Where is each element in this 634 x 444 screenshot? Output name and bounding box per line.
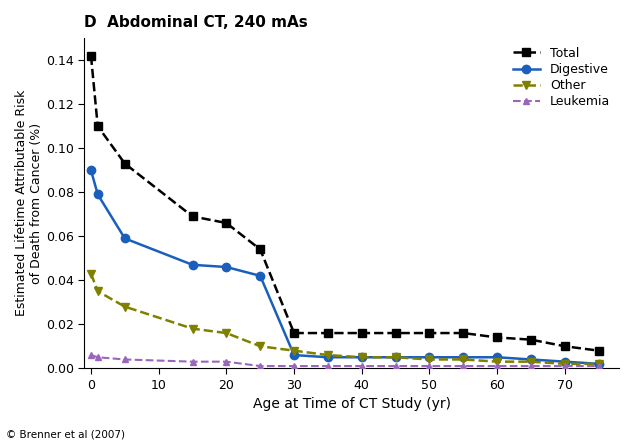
Leukemia	[358, 363, 366, 369]
Digestive	[290, 353, 298, 358]
Leukemia	[392, 363, 399, 369]
Total	[527, 337, 535, 342]
Other	[392, 355, 399, 360]
Other	[223, 330, 230, 336]
Digestive	[324, 355, 332, 360]
Total	[561, 344, 569, 349]
Total	[425, 330, 433, 336]
Digestive	[493, 355, 501, 360]
Total	[256, 247, 264, 252]
Total	[392, 330, 399, 336]
Line: Leukemia: Leukemia	[87, 352, 602, 369]
Digestive	[256, 273, 264, 278]
Y-axis label: Estimated Lifetime Attributable Risk
of Death from Cancer (%): Estimated Lifetime Attributable Risk of …	[15, 90, 43, 317]
Digestive	[392, 355, 399, 360]
Digestive	[189, 262, 197, 267]
Total	[493, 335, 501, 340]
Text: D  Abdominal CT, 240 mAs: D Abdominal CT, 240 mAs	[84, 15, 308, 30]
Total	[87, 53, 94, 58]
Other	[527, 359, 535, 365]
Digestive	[87, 167, 94, 173]
Leukemia	[121, 357, 129, 362]
Text: © Brenner et al (2007): © Brenner et al (2007)	[6, 429, 126, 440]
Digestive	[561, 359, 569, 365]
Leukemia	[256, 363, 264, 369]
Other	[94, 289, 101, 294]
Other	[324, 353, 332, 358]
Line: Other: Other	[87, 270, 603, 368]
Digestive	[121, 236, 129, 241]
Leukemia	[561, 363, 569, 369]
Other	[87, 271, 94, 276]
Total	[189, 214, 197, 219]
Leukemia	[324, 363, 332, 369]
Total	[223, 220, 230, 226]
Leukemia	[290, 363, 298, 369]
Other	[121, 304, 129, 309]
Digestive	[527, 357, 535, 362]
Leukemia	[425, 363, 433, 369]
Leukemia	[189, 359, 197, 365]
Line: Digestive: Digestive	[87, 166, 603, 368]
Total	[290, 330, 298, 336]
Total	[358, 330, 366, 336]
Total	[324, 330, 332, 336]
Leukemia	[223, 359, 230, 365]
Other	[256, 344, 264, 349]
Digestive	[94, 192, 101, 197]
Leukemia	[94, 355, 101, 360]
Line: Total: Total	[87, 52, 602, 354]
Other	[358, 355, 366, 360]
Leukemia	[87, 353, 94, 358]
Digestive	[460, 355, 467, 360]
Digestive	[595, 361, 602, 367]
Other	[595, 361, 602, 367]
Other	[460, 357, 467, 362]
Digestive	[425, 355, 433, 360]
Other	[561, 361, 569, 367]
Digestive	[223, 264, 230, 270]
Leukemia	[527, 363, 535, 369]
Total	[121, 161, 129, 166]
Other	[290, 348, 298, 353]
Other	[493, 359, 501, 365]
Leukemia	[460, 363, 467, 369]
Leukemia	[595, 363, 602, 369]
Digestive	[358, 355, 366, 360]
Other	[189, 326, 197, 331]
Other	[425, 357, 433, 362]
Total	[595, 348, 602, 353]
Leukemia	[493, 363, 501, 369]
X-axis label: Age at Time of CT Study (yr): Age at Time of CT Study (yr)	[252, 397, 451, 411]
Legend: Total, Digestive, Other, Leukemia: Total, Digestive, Other, Leukemia	[507, 42, 615, 113]
Total	[94, 123, 101, 129]
Total	[460, 330, 467, 336]
